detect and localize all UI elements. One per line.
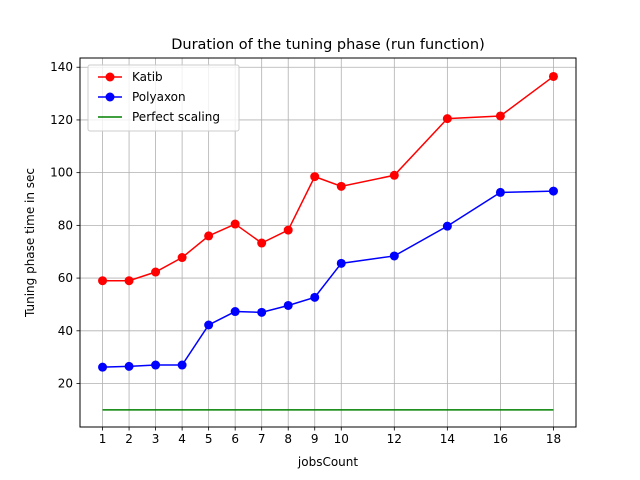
x-tick-label: 12 [387, 432, 402, 446]
data-point-katib [257, 238, 267, 248]
data-point-polyaxon [336, 258, 346, 268]
data-point-polyaxon [548, 186, 558, 196]
data-point-polyaxon [257, 307, 267, 317]
data-point-katib [495, 111, 505, 121]
data-point-katib [310, 172, 320, 182]
x-tick-label: 9 [311, 432, 319, 446]
x-tick-label: 6 [231, 432, 239, 446]
data-point-polyaxon [151, 360, 161, 370]
data-point-katib [151, 267, 161, 277]
y-tick-label: 120 [50, 113, 73, 127]
y-tick-label: 40 [58, 324, 73, 338]
legend-marker-katib [105, 72, 115, 82]
data-point-polyaxon [310, 292, 320, 302]
y-tick-label: 100 [50, 166, 73, 180]
data-point-katib [336, 181, 346, 191]
legend-label-katib: Katib [132, 70, 163, 84]
y-tick-label: 60 [58, 271, 73, 285]
data-point-polyaxon [230, 307, 240, 317]
data-point-polyaxon [124, 361, 134, 371]
data-point-katib [177, 253, 187, 263]
series-line-katib [102, 75, 554, 282]
data-point-polyaxon [389, 251, 399, 261]
y-tick-label: 140 [50, 60, 73, 74]
legend: Katib Polyaxon Perfect scaling [87, 64, 240, 132]
plot-frame [79, 57, 577, 428]
x-axis-label: jobsCount [297, 455, 358, 469]
x-tick-label: 5 [205, 432, 213, 446]
plot-series [98, 71, 558, 411]
y-tick-label: 20 [58, 377, 73, 391]
legend-box [87, 64, 240, 132]
data-point-katib [548, 71, 558, 81]
x-tick-label: 8 [284, 432, 292, 446]
data-point-polyaxon [495, 187, 505, 197]
chart-title: Duration of the tuning phase (run functi… [171, 37, 485, 53]
x-tick-label: 14 [440, 432, 455, 446]
data-point-polyaxon [98, 362, 108, 372]
x-tick-label: 1 [99, 432, 107, 446]
legend-label-perfect-scaling: Perfect scaling [132, 110, 220, 124]
x-tick-label: 2 [125, 432, 133, 446]
data-point-katib [124, 276, 134, 286]
x-tick-label: 18 [546, 432, 561, 446]
x-tick-label: 10 [334, 432, 349, 446]
data-point-katib [230, 219, 240, 229]
data-point-polyaxon [204, 320, 214, 330]
legend-marker-polyaxon [105, 92, 115, 102]
data-point-polyaxon [177, 360, 187, 370]
data-point-katib [204, 231, 214, 241]
y-tick-label: 80 [58, 218, 73, 232]
x-tick-label: 7 [258, 432, 266, 446]
data-point-katib [442, 114, 452, 124]
data-point-katib [98, 276, 108, 286]
legend-label-polyaxon: Polyaxon [132, 90, 186, 104]
data-point-katib [283, 225, 293, 235]
x-tick-label: 4 [178, 432, 186, 446]
data-point-katib [389, 170, 399, 180]
x-tick-label: 16 [493, 432, 508, 446]
data-point-polyaxon [283, 300, 293, 310]
x-tick-label: 3 [152, 432, 160, 446]
y-axis-label: Tuning phase time in sec [23, 168, 37, 318]
data-point-polyaxon [442, 221, 452, 231]
